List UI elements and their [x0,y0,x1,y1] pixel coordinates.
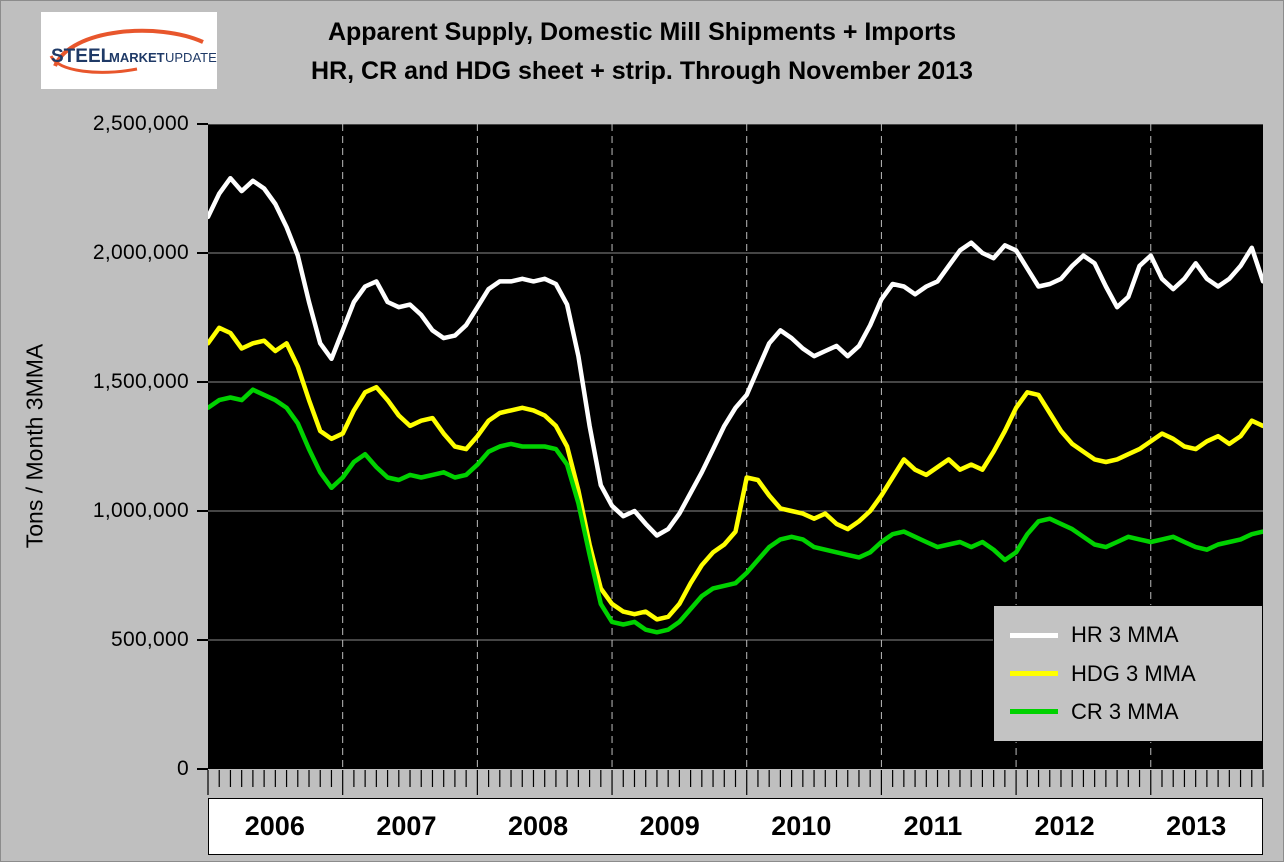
chart-title-line-1: Apparent Supply, Domestic Mill Shipments… [327,18,957,46]
year-label: 2007 [376,811,437,841]
legend: HR 3 MMA HDG 3 MMA CR 3 MMA [993,605,1263,742]
year-label: 2008 [508,811,569,841]
logo-update-text: UPDATE [165,50,217,65]
y-axis-label: 0 [177,757,189,780]
legend-label: HR 3 MMA [1071,622,1179,648]
y-axis-label: 1,000,000 [92,499,189,522]
logo-steel-text: STEEL [51,46,113,67]
y-axis-tick-marks [197,123,208,770]
chart-title: Apparent Supply, Domestic Mill Shipments… [1,13,1283,91]
year-label: 2009 [639,811,700,841]
logo-swoosh-lower-icon [49,55,138,74]
cr-line-swatch-icon [1010,709,1058,715]
y-axis-label: 2,000,000 [92,241,189,264]
y-axis-label: 500,000 [110,628,189,651]
x-axis-year-strip: 2006 2007 2008 2009 2010 2011 2012 2013 [208,798,1263,855]
year-label: 2011 [903,811,963,841]
line-chart [208,124,1263,769]
logo-graphic: STEEL MARKET UPDATE [49,28,217,74]
legend-item: HDG 3 MMA [1010,661,1246,687]
hdg-line-swatch-icon [1010,671,1058,676]
chart-title-line-2: HR, CR and HDG sheet + strip. Through No… [311,57,973,85]
y-axis-label: 1,500,000 [92,370,189,393]
year-label: 2012 [1034,811,1095,841]
legend-item: CR 3 MMA [1010,699,1246,725]
year-label: 2013 [1166,811,1227,841]
legend-item: HR 3 MMA [1010,622,1246,648]
hr-line-swatch-icon [1010,632,1058,638]
legend-label: CR 3 MMA [1071,698,1179,724]
year-label: 2006 [244,811,305,841]
year-label: 2010 [771,811,832,841]
legend-label: HDG 3 MMA [1071,660,1196,686]
y-axis-label: 2,500,000 [92,112,189,135]
logo-swoosh-icon [53,28,204,67]
x-axis-tick-marks [207,770,1264,795]
logo-market-text: MARKET [109,50,165,65]
y-axis-labels: 2,500,000 2,000,000 1,500,000 1,000,000 … [37,112,189,780]
steel-market-update-logo: STEEL MARKET UPDATE [41,12,217,89]
